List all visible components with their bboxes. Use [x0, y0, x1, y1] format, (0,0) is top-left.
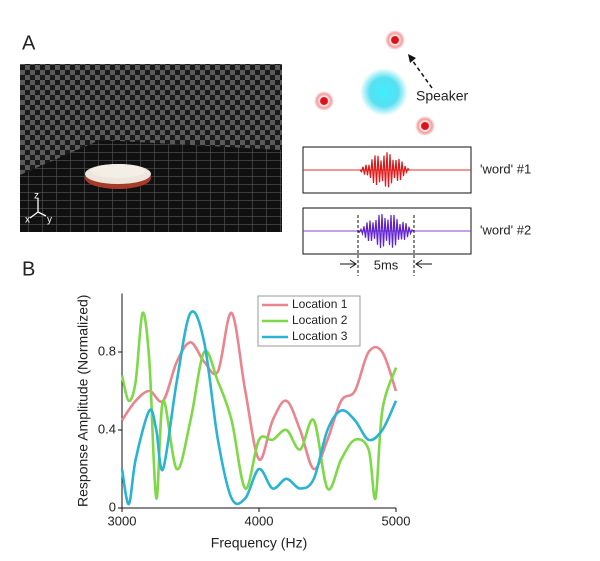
- series-line: [120, 310, 398, 506]
- legend-label: Location 2: [292, 313, 348, 327]
- photo: z x y: [20, 64, 282, 232]
- x-tick-label: 4000: [245, 513, 274, 528]
- word-label: 'word' #2: [480, 222, 531, 237]
- series-line: [120, 311, 398, 500]
- x-tick-label: 5000: [382, 513, 411, 528]
- duration-label: 5ms: [374, 257, 399, 272]
- x-tick-label: 3000: [108, 513, 137, 528]
- y-tick-label: 0.4: [98, 421, 116, 436]
- legend-label: Location 3: [292, 329, 348, 343]
- legend-label: Location 1: [292, 297, 348, 311]
- diagram: Speaker 'word' #1 'word' #2 5ms: [302, 30, 531, 276]
- axis-label: z: [34, 191, 39, 202]
- series-line: [120, 311, 398, 471]
- x-axis-label: Frequency (Hz): [211, 535, 307, 551]
- panel-label: B: [22, 258, 35, 280]
- panel-label: A: [22, 32, 36, 54]
- axis-label: y: [47, 215, 52, 226]
- y-tick-label: 0.8: [98, 343, 116, 358]
- axis-label: x: [25, 215, 30, 226]
- y-tick-label: 0: [109, 499, 116, 514]
- y-axis-label: Response Amplitude (Normalized): [75, 295, 91, 507]
- word-label: 'word' #1: [480, 161, 531, 176]
- speaker-label: Speaker: [416, 88, 468, 104]
- line-chart: 0 0.4 0.8 3000 4000 5000 Frequency (Hz) Respons…: [75, 293, 411, 551]
